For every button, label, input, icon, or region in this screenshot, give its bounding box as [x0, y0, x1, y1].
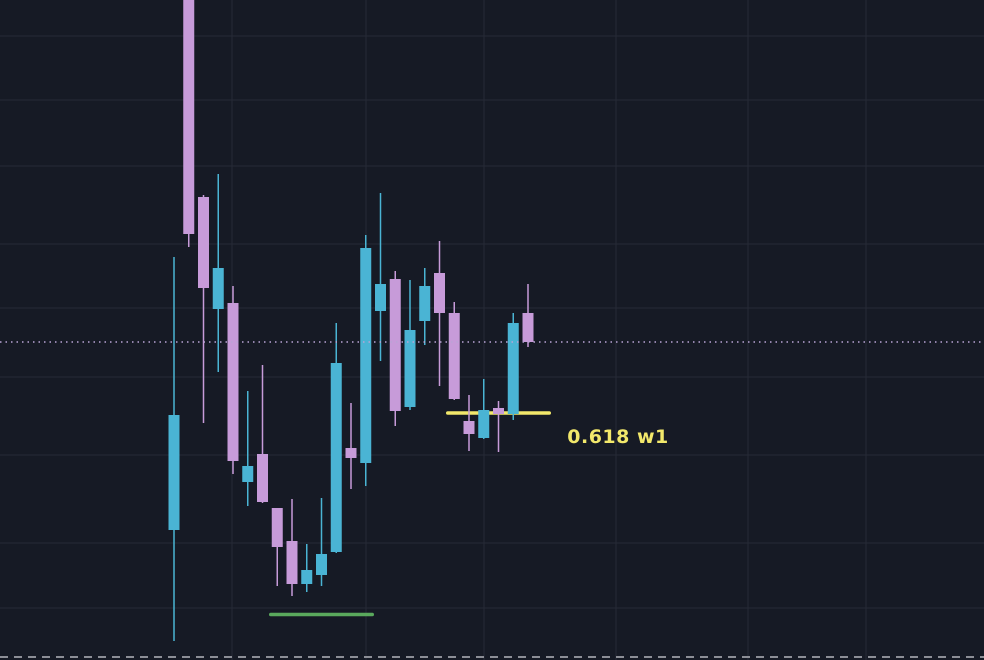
candle-body: [389, 279, 401, 411]
candle-15: [389, 271, 401, 426]
candle-12: [345, 403, 357, 489]
candle-body: [257, 454, 268, 502]
candle-body: [212, 268, 224, 309]
candle-20: [463, 395, 475, 451]
candle-5: [242, 391, 254, 506]
candle-body: [330, 363, 342, 552]
candle-body: [168, 415, 180, 530]
candle-body: [360, 248, 372, 463]
candle-body: [478, 410, 490, 438]
candle-16: [404, 280, 416, 410]
candle-4: [227, 286, 239, 474]
candle-0: [168, 257, 180, 641]
level-label-0: 0.618 w1: [567, 426, 669, 448]
candle-body: [419, 286, 431, 321]
candle-6: [257, 365, 268, 503]
candle-body: [286, 541, 298, 584]
candle-23: [507, 313, 519, 420]
candle-body: [434, 273, 445, 313]
candle-10: [316, 498, 327, 586]
candle-11: [330, 323, 342, 553]
candle-3: [212, 174, 224, 372]
candle-body: [198, 197, 209, 288]
candle-body: [375, 284, 386, 311]
candle-1: [183, 0, 195, 247]
candle-13: [360, 235, 372, 486]
level-labels: 0.618 w1: [567, 426, 669, 448]
candle-2: [198, 195, 209, 423]
candle-17: [419, 268, 431, 345]
candles: [168, 0, 534, 641]
horizontal-levels: [269, 411, 551, 617]
candle-body: [301, 570, 313, 584]
candle-body: [463, 421, 475, 434]
candle-body: [507, 323, 519, 414]
candle-7: [271, 508, 283, 586]
candle-22: [493, 401, 504, 452]
candle-14: [375, 193, 386, 361]
candle-8: [286, 499, 298, 596]
candle-18: [434, 241, 445, 386]
candle-body: [316, 554, 327, 575]
candle-body: [404, 330, 416, 407]
candle-body: [448, 313, 460, 399]
candle-body: [493, 408, 504, 414]
candle-body: [227, 303, 239, 461]
candle-body: [522, 313, 534, 342]
candle-9: [301, 544, 313, 592]
candle-body: [183, 0, 195, 234]
candle-21: [478, 379, 490, 439]
candle-body: [242, 466, 254, 482]
candle-19: [448, 302, 460, 400]
candle-body: [271, 508, 283, 547]
candle-body: [345, 448, 357, 458]
candle-24: [522, 284, 534, 347]
